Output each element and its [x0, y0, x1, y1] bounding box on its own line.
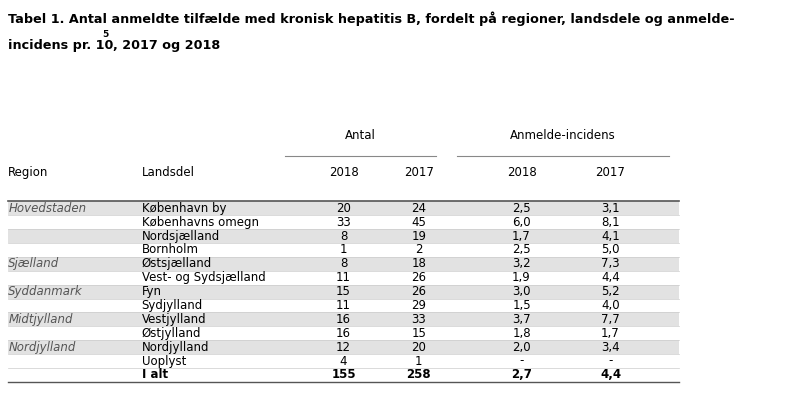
Text: 8: 8: [340, 229, 347, 243]
Text: 4,0: 4,0: [601, 299, 620, 312]
FancyBboxPatch shape: [8, 257, 679, 271]
Text: 3,0: 3,0: [512, 285, 530, 298]
Text: Østjylland: Østjylland: [142, 327, 201, 340]
Text: 5: 5: [102, 30, 109, 39]
Text: 18: 18: [411, 258, 426, 270]
Text: -: -: [608, 355, 613, 367]
Text: 11: 11: [336, 271, 351, 284]
Text: 1,7: 1,7: [512, 229, 531, 243]
Text: Syddanmark: Syddanmark: [8, 285, 83, 298]
Text: Hovedstaden: Hovedstaden: [8, 202, 86, 215]
Text: 8: 8: [340, 258, 347, 270]
Text: Nordsjælland: Nordsjælland: [142, 229, 220, 243]
Text: 33: 33: [336, 216, 351, 229]
Text: Midtjylland: Midtjylland: [8, 313, 73, 326]
Text: , 2017 og 2018: , 2017 og 2018: [113, 40, 220, 53]
Text: 4,4: 4,4: [600, 369, 621, 382]
Text: 1: 1: [340, 243, 347, 256]
Text: 26: 26: [411, 285, 426, 298]
Text: 8,1: 8,1: [601, 216, 620, 229]
FancyBboxPatch shape: [8, 285, 679, 299]
Text: 16: 16: [336, 313, 351, 326]
Text: Fyn: Fyn: [142, 285, 162, 298]
FancyBboxPatch shape: [8, 201, 679, 215]
Text: 2,7: 2,7: [511, 369, 532, 382]
Text: 1,5: 1,5: [512, 299, 531, 312]
Text: 2017: 2017: [595, 166, 626, 179]
Text: Københavns omegn: Københavns omegn: [142, 216, 258, 229]
Text: Nordjylland: Nordjylland: [8, 340, 76, 354]
Text: Sjælland: Sjælland: [8, 258, 59, 270]
Text: Nordjylland: Nordjylland: [142, 340, 209, 354]
Text: 5,2: 5,2: [601, 285, 620, 298]
Text: 20: 20: [336, 202, 351, 215]
Text: 1,7: 1,7: [601, 327, 620, 340]
Text: 2017: 2017: [404, 166, 434, 179]
Text: 11: 11: [336, 299, 351, 312]
Text: København by: København by: [142, 202, 226, 215]
Text: 2018: 2018: [506, 166, 537, 179]
Text: 19: 19: [411, 229, 426, 243]
Text: 2,0: 2,0: [512, 340, 531, 354]
Text: Anmelde-incidens: Anmelde-incidens: [510, 129, 615, 142]
Text: Tabel 1. Antal anmeldte tilfælde med kronisk hepatitis B, fordelt på regioner, l: Tabel 1. Antal anmeldte tilfælde med kro…: [8, 11, 735, 26]
Text: 24: 24: [411, 202, 426, 215]
Text: Bornholm: Bornholm: [142, 243, 198, 256]
Text: 4,4: 4,4: [601, 271, 620, 284]
Text: 3,7: 3,7: [512, 313, 531, 326]
FancyBboxPatch shape: [8, 340, 679, 354]
FancyBboxPatch shape: [8, 312, 679, 326]
Text: Vestjylland: Vestjylland: [142, 313, 206, 326]
Text: 33: 33: [411, 313, 426, 326]
Text: 7,7: 7,7: [601, 313, 620, 326]
Text: 1: 1: [415, 355, 422, 367]
Text: 3,1: 3,1: [601, 202, 620, 215]
Text: 3,4: 3,4: [601, 340, 620, 354]
Text: Sydjylland: Sydjylland: [142, 299, 203, 312]
Text: 26: 26: [411, 271, 426, 284]
Text: 15: 15: [411, 327, 426, 340]
Text: 4: 4: [340, 355, 347, 367]
Text: Uoplyst: Uoplyst: [142, 355, 186, 367]
Text: 7,3: 7,3: [601, 258, 620, 270]
Text: 20: 20: [411, 340, 426, 354]
Text: 5,0: 5,0: [602, 243, 620, 256]
Text: 12: 12: [336, 340, 351, 354]
Text: incidens pr. 10: incidens pr. 10: [8, 40, 114, 53]
Text: I alt: I alt: [142, 369, 168, 382]
Text: 2: 2: [415, 243, 422, 256]
Text: Region: Region: [8, 166, 49, 179]
Text: 258: 258: [406, 369, 431, 382]
Text: 16: 16: [336, 327, 351, 340]
Text: Østsjælland: Østsjælland: [142, 258, 212, 270]
Text: Vest- og Sydsjælland: Vest- og Sydsjælland: [142, 271, 266, 284]
Text: 4,1: 4,1: [601, 229, 620, 243]
FancyBboxPatch shape: [8, 229, 679, 243]
Text: 1,9: 1,9: [512, 271, 531, 284]
Text: 2018: 2018: [329, 166, 358, 179]
Text: Antal: Antal: [346, 129, 376, 142]
Text: 45: 45: [411, 216, 426, 229]
Text: 2,5: 2,5: [512, 243, 531, 256]
Text: 155: 155: [331, 369, 356, 382]
Text: -: -: [519, 355, 524, 367]
Text: 2,5: 2,5: [512, 202, 531, 215]
Text: Landsdel: Landsdel: [142, 166, 194, 179]
Text: 1,8: 1,8: [512, 327, 531, 340]
Text: 15: 15: [336, 285, 351, 298]
Text: 3,2: 3,2: [512, 258, 531, 270]
Text: 29: 29: [411, 299, 426, 312]
Text: 6,0: 6,0: [512, 216, 531, 229]
